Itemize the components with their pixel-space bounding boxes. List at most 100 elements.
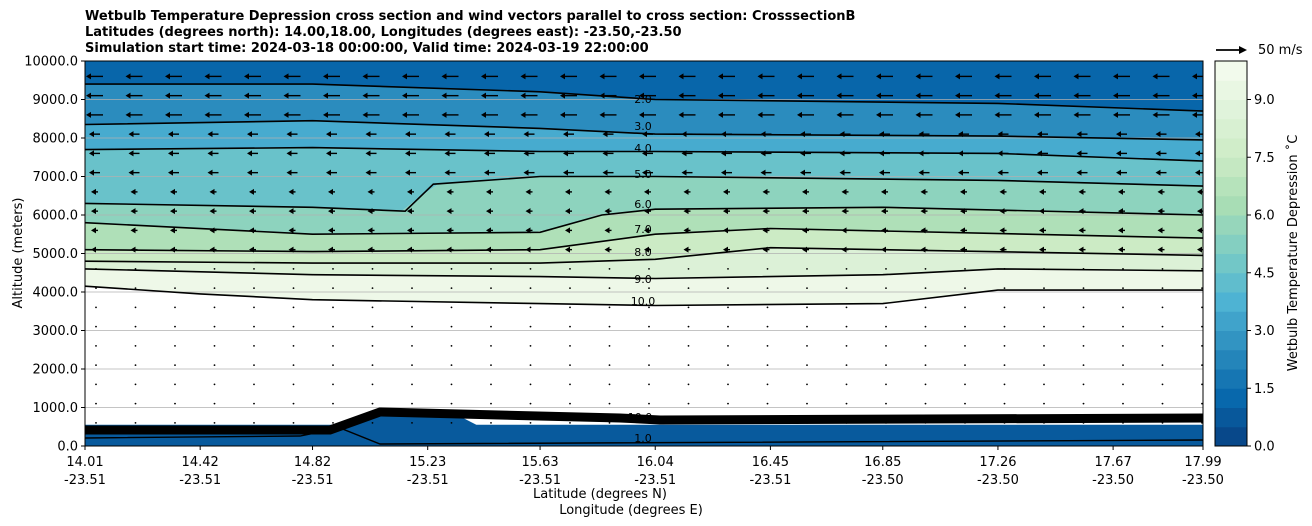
- wind-vector-calm: [608, 306, 611, 309]
- wind-vector-head: [130, 188, 136, 195]
- wind-vector-head: [481, 73, 486, 80]
- x-tick-label-lat: 16.45: [752, 455, 789, 470]
- filled-band-3: [85, 147, 1203, 211]
- wind-vector-calm: [253, 306, 255, 309]
- wind-vector-head: [802, 188, 807, 195]
- wind-vector-head: [525, 188, 531, 195]
- wind-vector-head: [444, 131, 450, 138]
- wind-vector-calm: [766, 345, 769, 347]
- x-tick-label-lon: -23.50: [862, 473, 904, 488]
- wind-vector-calm: [608, 383, 611, 386]
- y-tick-label: 8000.0: [33, 132, 79, 147]
- x-tick-label-lat: 14.42: [182, 455, 219, 470]
- wind-vector-head: [204, 92, 210, 99]
- wind-vector-calm: [174, 364, 176, 367]
- wind-vector-calm: [806, 422, 808, 424]
- wind-vector-head: [644, 246, 649, 253]
- wind-vector-head: [91, 208, 96, 215]
- wind-vector-head: [718, 92, 723, 99]
- wind-vector-head: [879, 131, 884, 138]
- wind-vector-head: [128, 131, 134, 138]
- wind-vector-head: [762, 227, 768, 234]
- wind-vector-calm: [1122, 422, 1124, 424]
- wind-vector-head: [644, 208, 649, 215]
- colorbar-tick-label: 1.5: [1254, 382, 1275, 397]
- filled-band-6: [85, 228, 1203, 264]
- wind-vector-head: [639, 92, 644, 99]
- wind-vector-calm: [134, 325, 137, 328]
- wind-vector-head: [960, 208, 965, 215]
- wind-vector-head: [288, 208, 294, 215]
- wind-vector-calm: [371, 402, 374, 405]
- wind-vector-head: [800, 169, 805, 176]
- wind-vector-head: [209, 227, 215, 234]
- wind-vector-calm: [727, 383, 729, 386]
- wind-vector-calm: [134, 268, 137, 270]
- wind-vector-head: [560, 92, 565, 99]
- wind-vector-head: [130, 227, 136, 234]
- colorbar-segment: [1215, 311, 1247, 331]
- wind-vector-head: [1197, 227, 1202, 234]
- wind-vector-head: [997, 169, 1003, 176]
- wind-vector-calm: [292, 306, 295, 309]
- wind-vector-head: [721, 131, 726, 138]
- wind-vector-calm: [411, 345, 413, 347]
- wind-vector-head: [1037, 150, 1042, 157]
- wind-vector-head: [1039, 227, 1044, 234]
- wind-vector-head: [402, 111, 407, 118]
- wind-vector-calm: [806, 306, 808, 309]
- wind-vector-calm: [1201, 325, 1203, 328]
- wind-vector-calm: [1082, 268, 1085, 270]
- wind-vector-calm: [1043, 402, 1045, 405]
- wind-vector-calm: [490, 268, 492, 270]
- wind-vector-head: [326, 131, 331, 138]
- wind-vector-calm: [648, 287, 650, 290]
- wind-vector-head: [1116, 131, 1121, 138]
- contour-line-9: [85, 268, 1203, 280]
- filled-band-5: [85, 207, 1203, 252]
- reference-vector-label: 50 m/s: [1258, 43, 1303, 58]
- wind-vector-calm: [529, 325, 532, 328]
- wind-vector-head: [407, 246, 412, 253]
- wind-vector-head: [958, 169, 963, 176]
- wind-vector-head: [247, 169, 252, 176]
- wind-vector-head: [170, 246, 175, 253]
- wind-vector-calm: [292, 402, 295, 405]
- surface-contour-line: [85, 407, 1203, 435]
- wind-vector-head: [1078, 227, 1084, 234]
- wind-vector-calm: [885, 422, 887, 424]
- wind-vector-head: [960, 188, 965, 195]
- wind-vector-calm: [964, 325, 966, 328]
- wind-vector-calm: [1161, 325, 1164, 328]
- wind-vector-calm: [174, 402, 176, 405]
- wind-vector-head: [1073, 73, 1079, 80]
- wind-vector-calm: [95, 383, 97, 386]
- wind-vector-calm: [727, 325, 729, 328]
- wind-vector-calm: [1201, 402, 1203, 405]
- wind-vector-head: [994, 111, 1000, 118]
- wind-vector-calm: [1043, 383, 1045, 386]
- wind-vector-calm: [964, 345, 966, 347]
- wind-vector-head: [683, 188, 689, 195]
- wind-vector-head: [1034, 92, 1039, 99]
- wind-vector-head: [1034, 111, 1039, 118]
- wind-vector-calm: [490, 287, 492, 290]
- wind-vector-head: [1197, 208, 1202, 215]
- wind-vector-calm: [450, 325, 453, 328]
- wind-vector-head: [760, 169, 766, 176]
- wind-vector-head: [484, 150, 489, 157]
- wind-vector-calm: [1161, 287, 1164, 290]
- wind-vector-calm: [1082, 383, 1085, 386]
- wind-vector-calm: [766, 268, 769, 270]
- wind-vector-head: [797, 73, 802, 80]
- y-tick-label: 4000.0: [33, 286, 79, 301]
- wind-vector-head: [283, 92, 289, 99]
- wind-vector-head: [762, 188, 768, 195]
- wind-vector-head: [802, 208, 807, 215]
- x-tick-label-lat: 16.04: [637, 455, 674, 470]
- wind-vector-head: [1195, 150, 1200, 157]
- wind-vector-head: [441, 111, 447, 118]
- wind-vector-calm: [727, 402, 729, 405]
- wind-vector-calm: [411, 422, 413, 424]
- wind-vector-head: [328, 227, 333, 234]
